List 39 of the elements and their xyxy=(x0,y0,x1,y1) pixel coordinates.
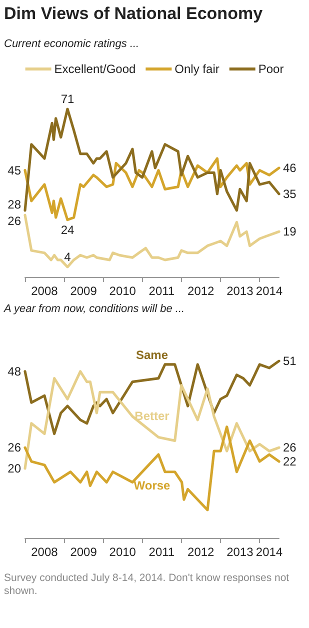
data-label: 19 xyxy=(283,224,297,239)
data-label: 48 xyxy=(8,364,22,378)
x-tick-label: 2012 xyxy=(188,545,215,559)
data-label: 46 xyxy=(283,160,297,175)
series-label: Better xyxy=(134,409,170,424)
data-label: 45 xyxy=(8,163,22,178)
x-tick-label: 2013 xyxy=(226,545,254,559)
x-tick-label: 2011 xyxy=(148,545,175,559)
x-tick-label: 2008 xyxy=(31,545,58,559)
x-tick-label: 2014 xyxy=(256,284,283,298)
data-label: 4 xyxy=(64,250,72,264)
chart-subtitle: A year from now, conditions will be ... xyxy=(4,303,185,315)
text: Survey conducted July 8-14, 2014. Don't know responses not shown. xyxy=(4,572,290,598)
x-tick-label: 2013 xyxy=(226,284,254,298)
data-label: 28 xyxy=(8,197,22,212)
x-tick-label: 2009 xyxy=(70,284,98,298)
legend-label: Poor xyxy=(258,62,284,76)
data-label: 22 xyxy=(283,454,297,468)
data-label: 71 xyxy=(60,92,74,106)
legend-label: Only fair xyxy=(174,62,220,76)
data-label: 26 xyxy=(8,214,22,228)
x-tick-label: 2009 xyxy=(70,545,98,559)
chart-title: Dim Views of National Economy xyxy=(4,4,263,24)
series-label: Worse xyxy=(134,478,171,492)
data-label: 51 xyxy=(283,354,297,368)
x-tick-label: 2012 xyxy=(188,284,215,298)
x-tick-label: 2014 xyxy=(256,545,283,559)
x-tick-label: 2010 xyxy=(109,284,136,298)
x-tick-label: 2010 xyxy=(109,545,136,559)
data-label: 26 xyxy=(8,440,22,455)
x-tick-label: 2008 xyxy=(31,284,58,298)
legend-label: Excellent/Good xyxy=(54,62,136,76)
data-label: 20 xyxy=(8,461,22,476)
data-label: 26 xyxy=(283,440,297,455)
x-tick-label: 2011 xyxy=(148,284,175,298)
data-label: 35 xyxy=(283,186,297,201)
series-label: Same xyxy=(136,348,168,362)
chart-subtitle: Current economic ratings ... xyxy=(4,38,140,50)
data-label: 24 xyxy=(60,222,74,237)
